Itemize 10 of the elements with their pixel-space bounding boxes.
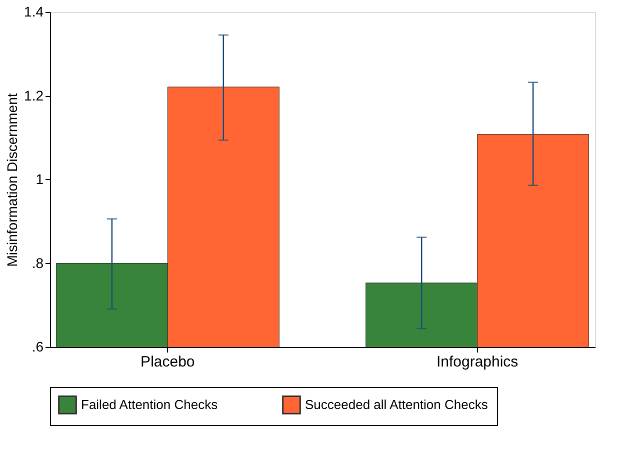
x-tick-label: Infographics xyxy=(436,354,518,370)
y-axis-title: Misinformation Discernment xyxy=(4,93,20,267)
legend-label: Succeeded all Attention Checks xyxy=(305,396,488,412)
x-tick-label: Placebo xyxy=(140,354,195,370)
y-tick-label: 1 xyxy=(36,171,44,187)
y-tick-label: .6 xyxy=(32,338,44,354)
y-tick-label: .8 xyxy=(32,254,44,271)
y-tick-label: 1.4 xyxy=(24,4,44,20)
legend-label: Failed Attention Checks xyxy=(81,396,218,412)
y-tick-label: 1.2 xyxy=(24,87,44,104)
